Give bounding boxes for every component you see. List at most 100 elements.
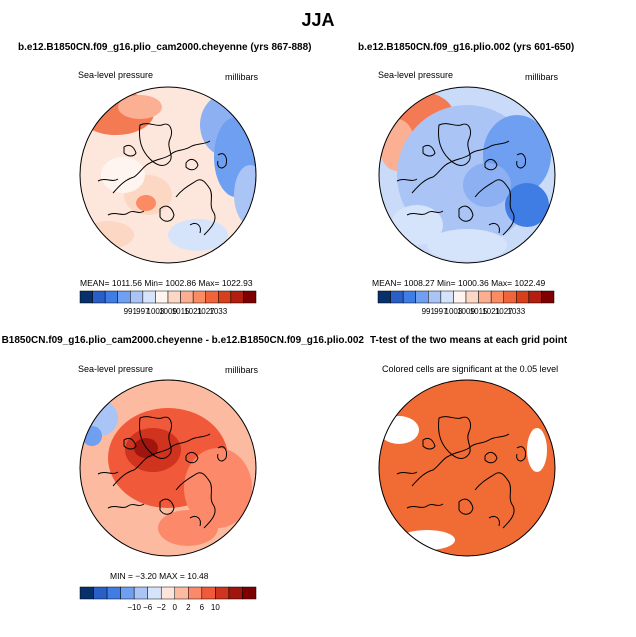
coastline bbox=[139, 123, 173, 166]
colorbar-label: −6 bbox=[143, 603, 153, 612]
colorbar-cell bbox=[188, 586, 203, 600]
coastline bbox=[488, 222, 500, 234]
coastline bbox=[458, 205, 474, 222]
colorbar-cell bbox=[377, 290, 391, 304]
coastline bbox=[97, 178, 119, 182]
colorbar-label: 997 bbox=[434, 307, 448, 316]
map-boundary bbox=[378, 86, 556, 264]
coastline bbox=[396, 471, 418, 475]
coastline bbox=[396, 178, 418, 182]
map-region bbox=[168, 219, 228, 251]
colorbar-cell bbox=[192, 290, 206, 304]
colorbar-label: 991 bbox=[422, 307, 436, 316]
coastline bbox=[406, 210, 444, 216]
colorbar-cell bbox=[104, 290, 118, 304]
nonsignificant-region bbox=[527, 428, 547, 472]
colorbar-cell bbox=[205, 290, 219, 304]
colorbar-cell bbox=[490, 290, 504, 304]
coastline bbox=[123, 144, 137, 157]
coastline bbox=[107, 503, 145, 509]
colorbar-label: 10 bbox=[211, 603, 220, 612]
colorbar-cell bbox=[201, 586, 216, 600]
colorbar-label: 1015 bbox=[470, 307, 488, 316]
coastline bbox=[123, 437, 137, 450]
colorbar-cell bbox=[130, 290, 144, 304]
coastline bbox=[112, 140, 211, 194]
coastline bbox=[516, 446, 526, 462]
figure-title: JJA bbox=[301, 10, 335, 30]
colorbar-cell bbox=[440, 290, 454, 304]
coastline bbox=[458, 498, 474, 515]
map-region bbox=[82, 426, 102, 446]
colorbar-cell bbox=[215, 586, 230, 600]
coastline bbox=[139, 416, 173, 459]
map-region bbox=[505, 183, 549, 227]
coastline bbox=[107, 210, 145, 216]
colorbar-cell bbox=[218, 290, 232, 304]
coastline bbox=[189, 515, 201, 527]
panel3-colorbar: −10 −6 −2 0 2 6 10 bbox=[79, 586, 257, 612]
panel4-note: Colored cells are significant at the 0.0… bbox=[382, 364, 559, 374]
colorbar-label: 1027 bbox=[495, 307, 513, 316]
colorbar-label: −10 bbox=[127, 603, 141, 612]
colorbar-cell bbox=[147, 586, 162, 600]
map-background bbox=[379, 380, 555, 556]
coastline bbox=[159, 205, 175, 222]
coastline bbox=[438, 416, 472, 459]
map-field bbox=[80, 380, 256, 556]
map-region bbox=[463, 163, 511, 207]
coastlines bbox=[396, 123, 526, 236]
colorbar-cell bbox=[541, 290, 555, 304]
colorbar-cell bbox=[155, 290, 169, 304]
colorbar-cell bbox=[428, 290, 442, 304]
coastline bbox=[516, 153, 526, 169]
map-region bbox=[391, 205, 443, 245]
colorbar-label: 1009 bbox=[159, 307, 177, 316]
map-boundary bbox=[79, 86, 257, 264]
panel2-stats: MEAN= 1008.27 Min= 1000.36 Max= 1022.49 bbox=[372, 278, 546, 288]
colorbar-cell bbox=[174, 586, 189, 600]
panel4-map bbox=[378, 379, 556, 557]
colorbar-cell bbox=[180, 290, 194, 304]
colorbar-cell bbox=[243, 290, 257, 304]
colorbar-label: −2 bbox=[157, 603, 167, 612]
coastline bbox=[175, 179, 216, 236]
coastline bbox=[217, 153, 227, 169]
map-region bbox=[88, 496, 148, 540]
colorbar-label: 6 bbox=[200, 603, 205, 612]
colorbar-cell bbox=[516, 290, 530, 304]
coastline bbox=[189, 222, 201, 234]
colorbar-label: 1003 bbox=[147, 307, 165, 316]
coastline bbox=[112, 433, 211, 487]
colorbar-cell bbox=[92, 290, 106, 304]
colorbar-label: 1027 bbox=[197, 307, 215, 316]
colorbar-label: 1003 bbox=[445, 307, 463, 316]
coastline bbox=[411, 433, 510, 487]
colorbar-cell bbox=[120, 586, 135, 600]
colorbar-cell bbox=[453, 290, 467, 304]
map-field bbox=[379, 380, 555, 556]
colorbar-cell bbox=[230, 290, 244, 304]
coastline bbox=[484, 451, 498, 464]
panel3-units: millibars bbox=[225, 365, 259, 375]
colorbar-cell bbox=[79, 586, 94, 600]
map-region bbox=[234, 165, 256, 225]
colorbar-cell bbox=[79, 290, 93, 304]
coastline bbox=[484, 158, 498, 171]
panel3-title-clip: B1850CN.f09_g16.plio_cam2000.cheyenne - … bbox=[2, 335, 364, 346]
colorbar-label: 1015 bbox=[172, 307, 190, 316]
coastline bbox=[422, 144, 436, 157]
map-region bbox=[427, 229, 507, 261]
map-region bbox=[184, 448, 252, 528]
panel1-units: millibars bbox=[225, 72, 259, 82]
colorbar-cell bbox=[106, 586, 121, 600]
coastline bbox=[438, 123, 472, 166]
panel4-title: T-test of the two means at each grid poi… bbox=[370, 335, 568, 346]
coastline bbox=[159, 498, 175, 515]
colorbar-cell bbox=[228, 586, 243, 600]
coastline bbox=[185, 158, 199, 171]
colorbar-label: 997 bbox=[136, 307, 150, 316]
panel2-title: b.e12.B1850CN.f09_g16.plio.002 (yrs 601-… bbox=[358, 42, 575, 53]
nonsignificant-region bbox=[379, 416, 419, 444]
